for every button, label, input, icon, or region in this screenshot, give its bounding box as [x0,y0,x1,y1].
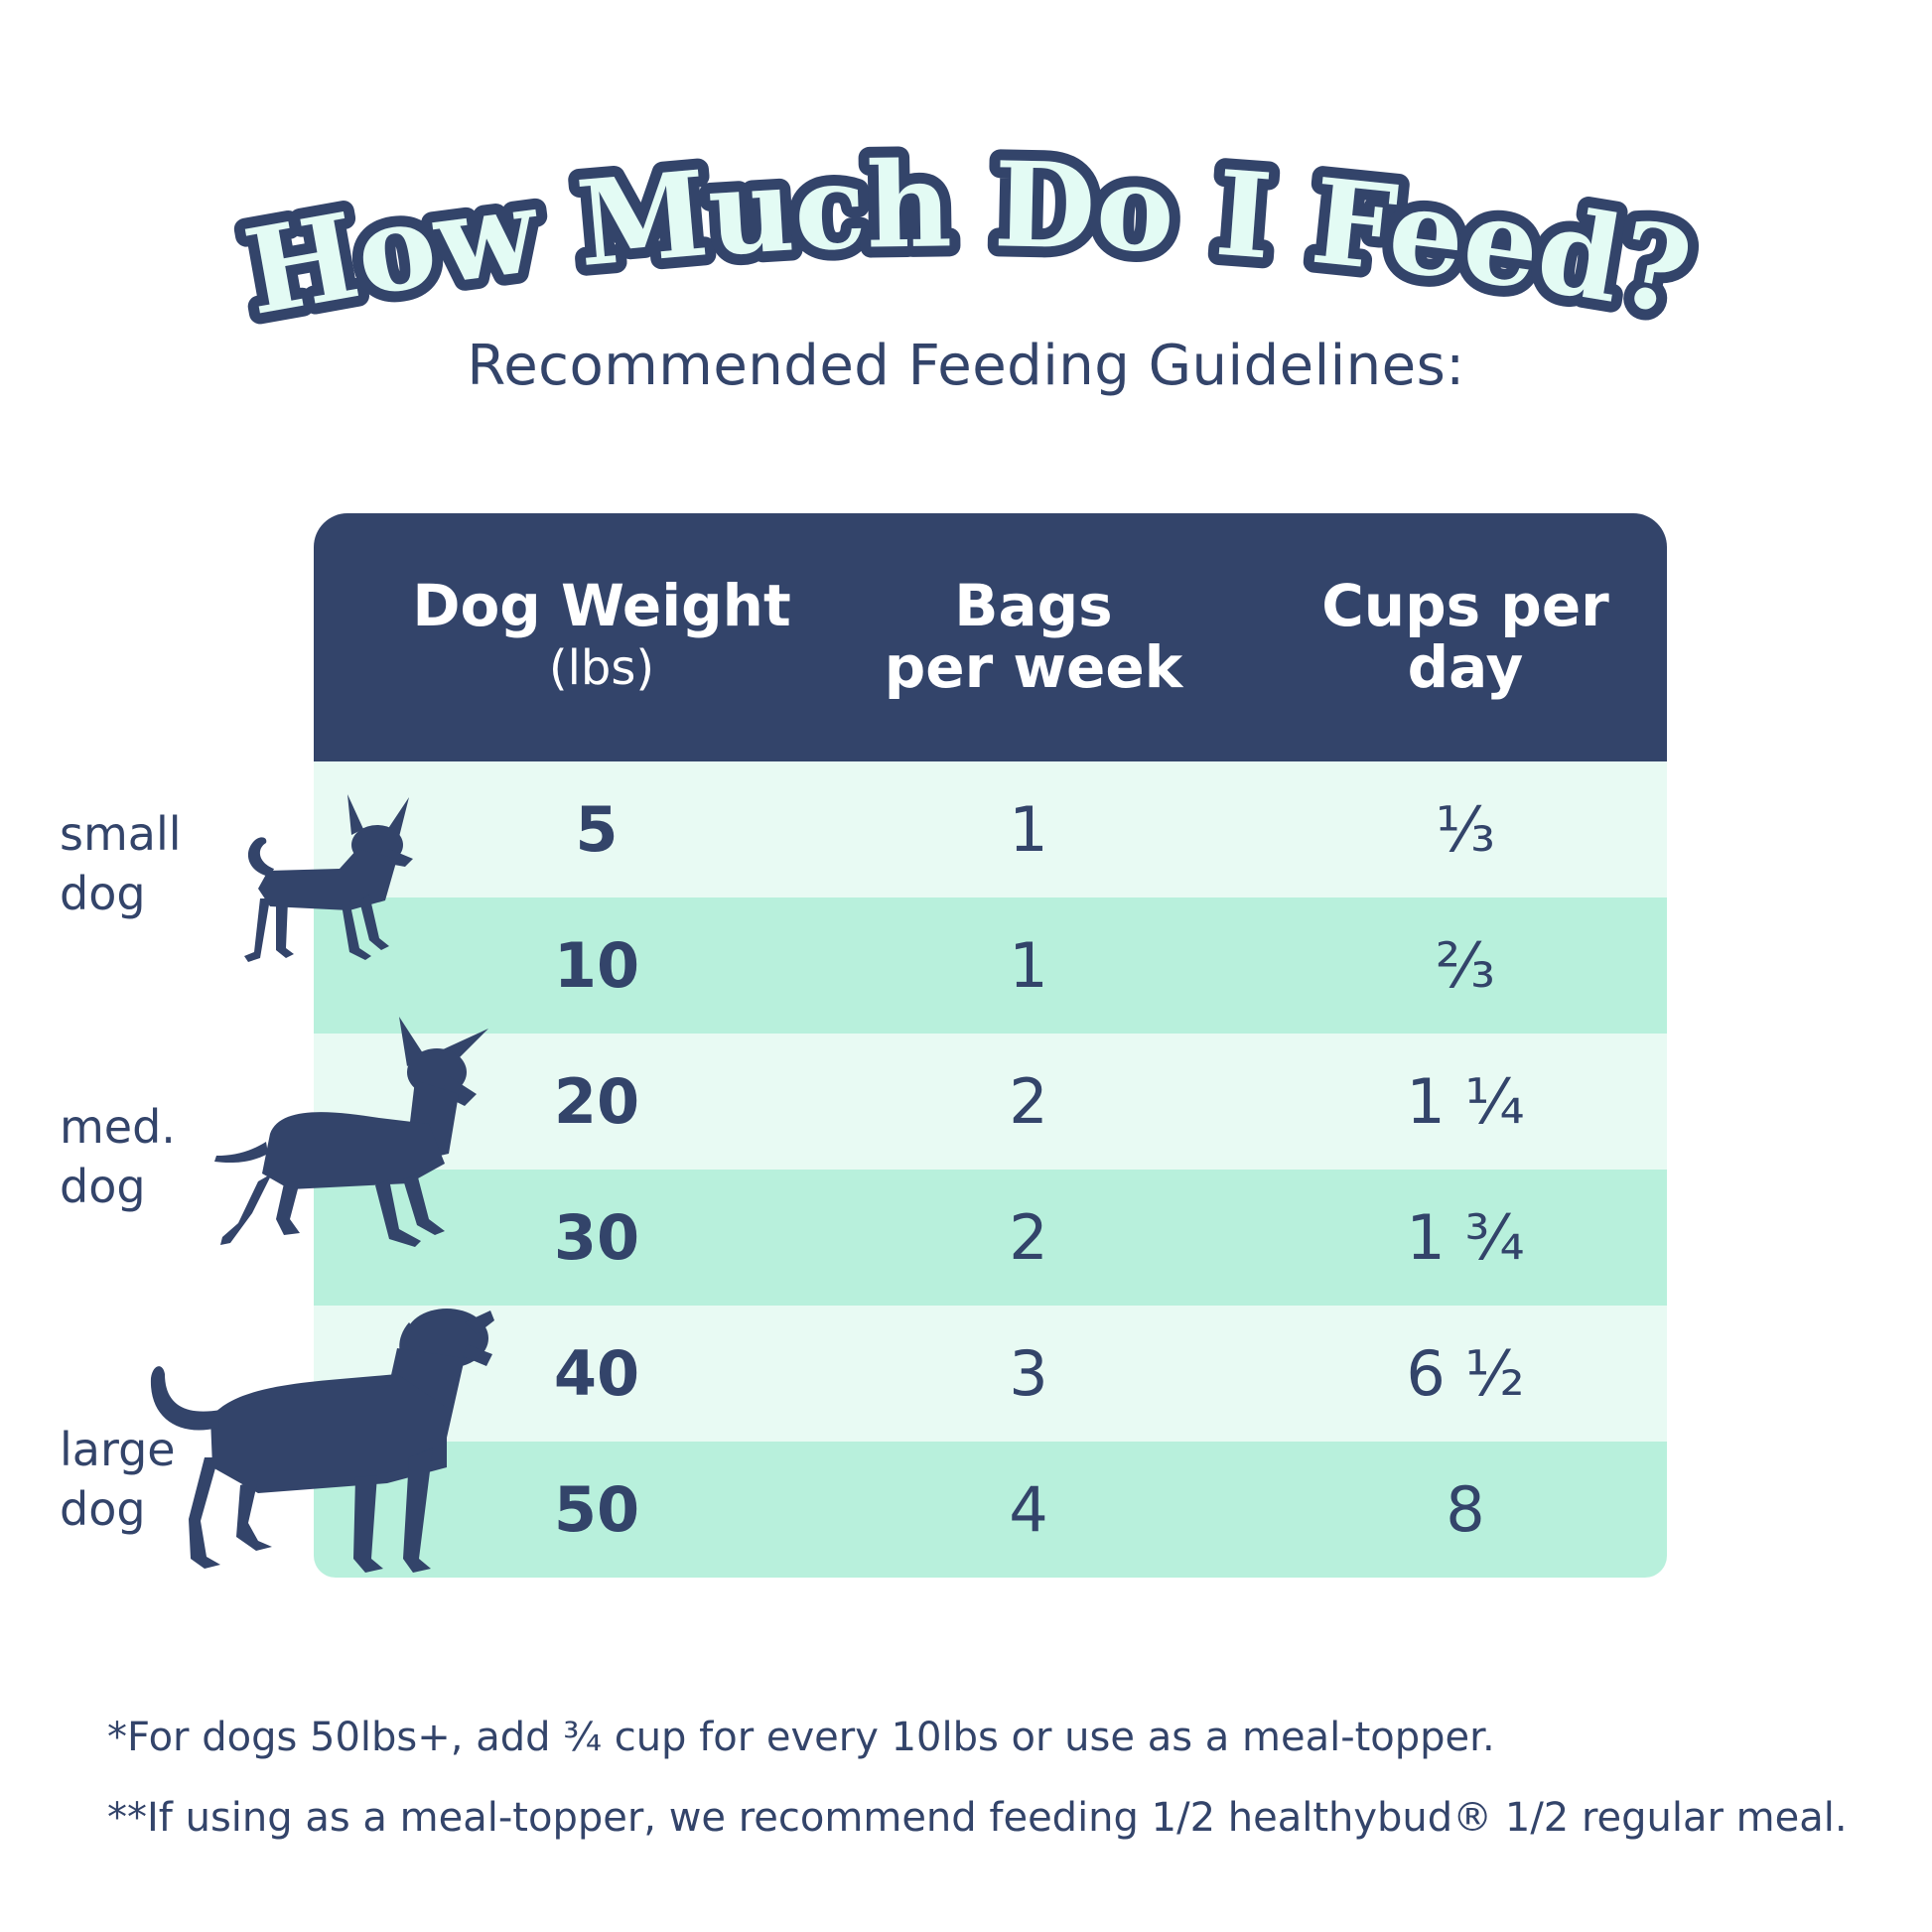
header-dog-weight-label: Dog Weight [412,572,791,639]
footnote-1: *For dogs 50lbs+, add ¾ cup for every 10… [107,1715,1495,1760]
cell-weight: 20 [553,1065,640,1138]
table-row: 40 3 6 ½ [314,1306,1667,1442]
medium-dog-label-line2: dog [60,1160,146,1213]
cell-weight: 10 [553,929,640,1002]
table-row: 10 1 ⅔ [314,897,1667,1034]
cell-weight: 50 [553,1473,640,1546]
cell-bags: 4 [1009,1473,1048,1546]
large-dog-label: large dog [60,1420,208,1539]
svg-text:How Much Do I Feed?: How Much Do I Feed? [235,135,1701,342]
cell-cups: 1 ¼ [1406,1065,1525,1138]
table-row: 30 2 1 ¾ [314,1170,1667,1306]
table-row: 50 4 8 [314,1442,1667,1578]
cell-cups: ⅔ [1435,929,1496,1002]
header-dog-weight-unit: (lbs) [548,640,655,696]
feeding-table: Dog Weight (lbs) Bags per week Cups per … [314,513,1667,1602]
header-cups-line2: day [1407,633,1524,701]
table-header: Dog Weight (lbs) Bags per week Cups per … [314,513,1667,761]
page-title-art: How Much Do I Feed? How Much Do I Feed? [224,124,1712,347]
header-bags-line2: per week [884,633,1183,701]
page-subtitle: Recommended Feeding Guidelines: [467,334,1465,398]
large-dog-label-line2: dog [60,1482,146,1536]
medium-dog-label-line1: med. [60,1100,176,1154]
cell-bags: 1 [1009,929,1048,1002]
large-dog-silhouette-icon [150,1309,494,1573]
medium-dog-label: med. dog [60,1097,208,1216]
cell-weight: 30 [553,1201,640,1274]
page-title: How Much Do I Feed? [235,135,1701,342]
large-dog-label-line1: large [60,1423,176,1476]
header-dog-weight: Dog Weight (lbs) [324,575,880,700]
page-title-block: How Much Do I Feed? How Much Do I Feed? [0,109,1932,347]
small-dog-label: small dog [60,804,208,923]
cell-weight: 40 [553,1337,640,1410]
cell-cups: 1 ¾ [1406,1201,1525,1274]
header-bags-line1: Bags [954,572,1113,639]
cell-weight: 5 [575,793,619,866]
header-bags-per-week: Bags per week [870,575,1197,698]
small-dog-label-line2: dog [60,867,146,920]
cell-cups: ⅓ [1435,793,1496,866]
small-dog-silhouette-icon [244,794,413,962]
medium-dog-silhouette-icon [214,1017,488,1247]
footnote-2: **If using as a meal-topper, we recommen… [107,1795,1848,1841]
cell-bags: 3 [1009,1337,1048,1410]
cell-cups: 8 [1446,1473,1485,1546]
small-dog-label-line1: small [60,807,182,861]
header-cups-per-day: Cups per day [1287,575,1644,698]
table-row: 5 1 ⅓ [314,761,1667,897]
cell-bags: 2 [1009,1201,1048,1274]
cell-cups: 6 ½ [1406,1337,1525,1410]
cell-bags: 1 [1009,793,1048,866]
table-row: 20 2 1 ¼ [314,1034,1667,1170]
cell-bags: 2 [1009,1065,1048,1138]
header-cups-line1: Cups per [1321,572,1609,639]
